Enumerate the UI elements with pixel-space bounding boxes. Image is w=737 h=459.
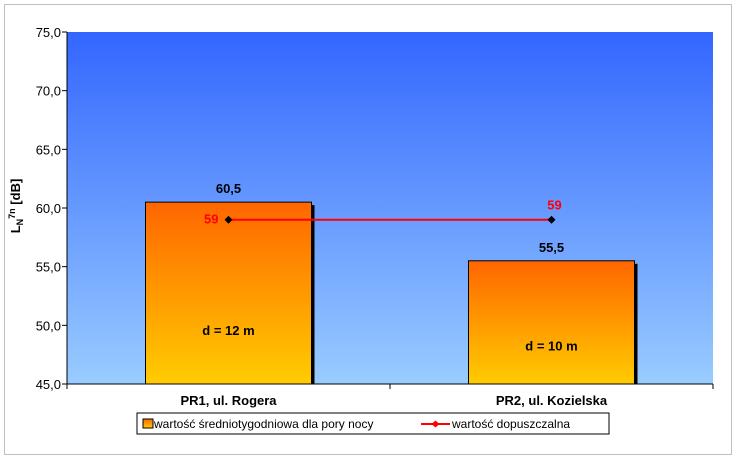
bar-annotation: d = 12 m [202,323,254,338]
limit-series: 59 59 [204,198,562,227]
bar-series: 60,5 d = 12 m 55,5 d = 10 m [145,181,638,385]
y-tick-label: 70,0 [36,84,61,99]
x-axis: PR1, ul. Rogera PR2, ul. Kozielska [66,383,714,408]
bar-value-label: 60,5 [216,181,241,196]
y-tick-label: 75,0 [36,25,61,40]
y-tick-label: 50,0 [36,318,61,333]
y-tick-label: 65,0 [36,142,61,157]
bar-annotation: d = 10 m [525,339,577,354]
y-axis: 45,0 50,0 55,0 60,0 65,0 70,0 75,0 [36,25,68,392]
legend-swatch-marker [431,420,440,428]
legend-label-bars: wartość średniotygodniowa dla pory nocy [153,417,373,431]
x-tick-label: PR2, ul. Kozielska [496,393,608,408]
legend: wartość średniotygodniowa dla pory nocy … [136,412,610,435]
y-tick-label: 60,0 [36,201,61,216]
y-tick-label: 45,0 [36,377,61,392]
limit-marker [224,215,233,224]
y-axis-title: LN7n [dB] [7,179,25,234]
legend-swatch-bars [142,418,154,429]
bar-value-label: 55,5 [539,240,564,255]
limit-value-label: 59 [204,212,218,227]
limit-value-label: 59 [547,198,561,213]
x-tick-label: PR1, ul. Rogera [180,393,277,408]
bar [145,201,312,385]
y-tick-label: 55,0 [36,260,61,275]
legend-label-line: wartość dopuszczalna [451,417,570,431]
chart-frame [4,4,732,455]
legend-box [136,412,610,435]
bar [468,260,635,385]
limit-marker [547,215,556,224]
